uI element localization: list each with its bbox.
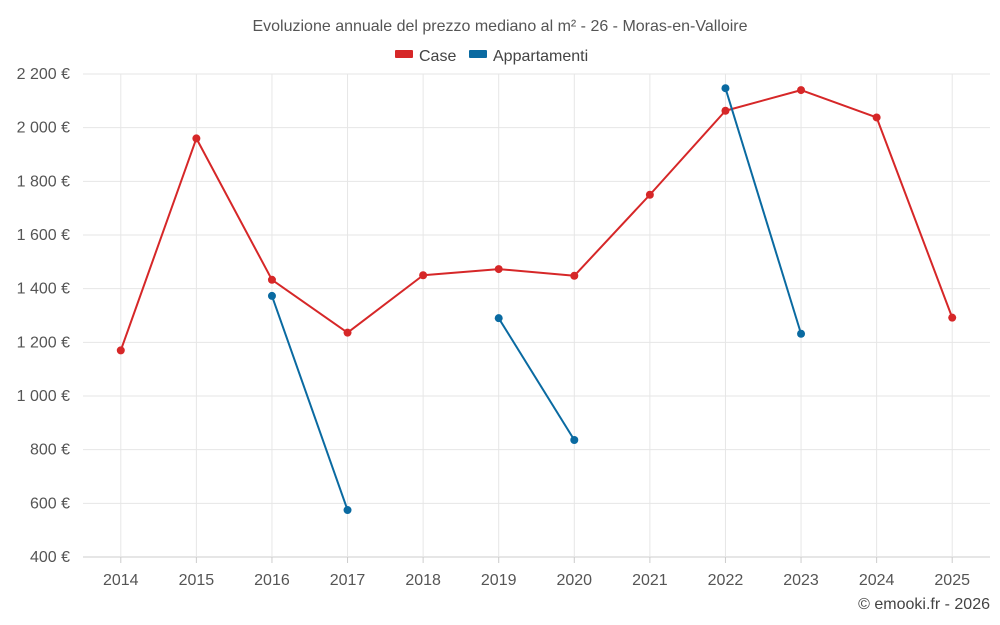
data-point-case[interactable] — [872, 113, 881, 122]
data-point-case[interactable] — [721, 106, 730, 115]
legend-label-appartamenti[interactable]: Appartamenti — [493, 48, 588, 65]
data-point-case[interactable] — [267, 275, 276, 284]
x-tick-label: 2016 — [254, 572, 290, 589]
y-tick-label: 1 000 € — [17, 388, 70, 405]
y-tick-label: 1 600 € — [17, 227, 70, 244]
x-tick-label: 2015 — [179, 572, 215, 589]
data-point-case[interactable] — [797, 86, 806, 95]
data-point-case[interactable] — [343, 328, 352, 337]
y-tick-label: 1 200 € — [17, 334, 70, 351]
series-line-appartamenti — [271, 295, 349, 511]
data-point-appartamenti[interactable] — [494, 314, 503, 323]
x-tick-label: 2021 — [632, 572, 668, 589]
data-point-appartamenti[interactable] — [797, 329, 806, 338]
x-tick-label: 2022 — [708, 572, 744, 589]
data-point-case[interactable] — [570, 271, 579, 280]
data-point-case[interactable] — [645, 190, 654, 199]
x-tick-label: 2018 — [405, 572, 441, 589]
data-point-case[interactable] — [192, 134, 201, 143]
y-tick-label: 1 400 € — [17, 281, 70, 298]
data-point-case[interactable] — [948, 313, 957, 322]
y-tick-label: 800 € — [30, 442, 70, 459]
x-tick-label: 2023 — [783, 572, 819, 589]
data-point-case[interactable] — [116, 346, 125, 355]
y-tick-label: 400 € — [30, 549, 70, 566]
series-line-appartamenti — [497, 317, 576, 441]
gridlines — [83, 73, 990, 558]
x-tick-label: 2014 — [103, 572, 139, 589]
x-tick-label: 2024 — [859, 572, 895, 589]
x-tick-label: 2017 — [330, 572, 366, 589]
legend-swatch-case — [395, 50, 413, 58]
legend-label-case[interactable]: Case — [419, 48, 456, 65]
data-point-appartamenti[interactable] — [721, 84, 730, 93]
y-axis: 400 € 600 € 800 € 1 000 € 1 200 € 1 400 € 1 60… — [17, 66, 70, 566]
y-tick-label: 600 € — [30, 495, 70, 512]
series-line-appartamenti — [724, 87, 802, 335]
series-line-case — [119, 89, 954, 351]
legend-swatch-appartamenti — [469, 50, 487, 58]
y-tick-label: 1 800 € — [17, 173, 70, 190]
data-point-appartamenti[interactable] — [570, 436, 579, 445]
data-point-case[interactable] — [419, 271, 428, 280]
y-tick-label: 2 000 € — [17, 120, 70, 137]
chart-title: Evoluzione annuale del prezzo mediano al… — [252, 18, 747, 35]
credit-text: © emooki.fr - 2026 — [858, 596, 990, 613]
x-tick-label: 2019 — [481, 572, 517, 589]
series-points — [116, 84, 957, 515]
data-point-appartamenti[interactable] — [267, 291, 276, 300]
legend: Case Appartamenti — [395, 48, 588, 65]
x-axis: 2014 2015 2016 2017 2018 2019 2020 2021 2022 2023… — [103, 557, 970, 589]
y-tick-label: 2 200 € — [17, 66, 70, 83]
x-tick-label: 2025 — [934, 572, 970, 589]
series-lines — [119, 87, 954, 511]
data-point-appartamenti[interactable] — [343, 506, 352, 515]
x-tick-label: 2020 — [556, 572, 592, 589]
data-point-case[interactable] — [494, 265, 503, 274]
